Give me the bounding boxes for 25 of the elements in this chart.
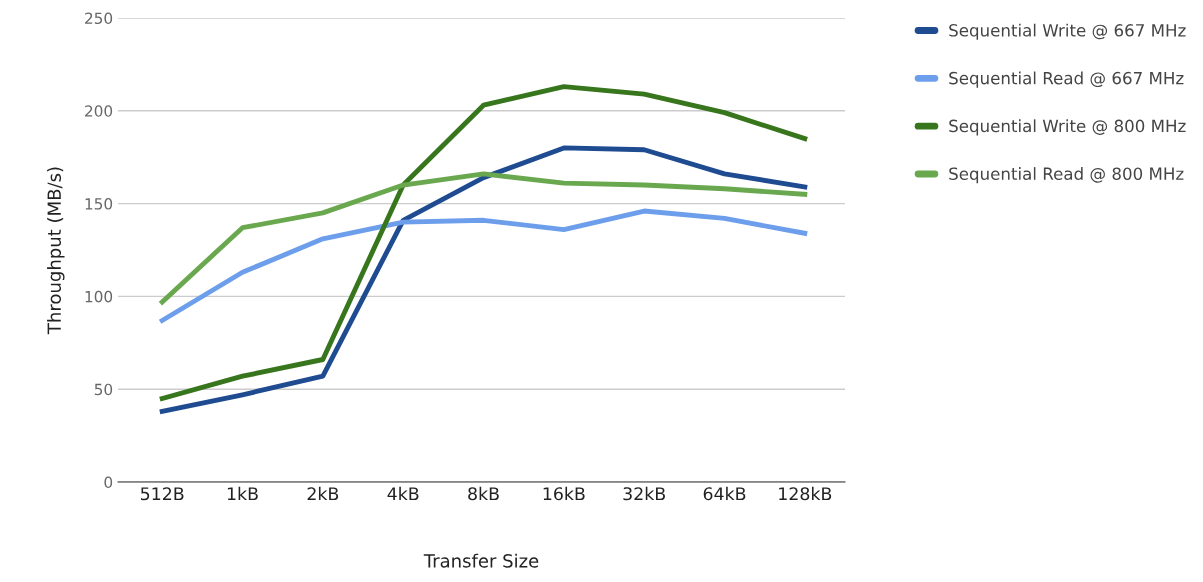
legend-label: Sequential Write @ 667 MHz [949,23,1186,40]
x-tick-label: 64kB [703,486,746,501]
y-tick-label: 250 [85,12,113,25]
x-tick-label: 16kB [543,486,585,501]
y-axis-title: Throughput (MB/s) [47,167,65,335]
y-tick-label: 0 [104,476,113,489]
x-tick-label: 1kB [227,486,258,501]
line-series [159,171,808,305]
x-tick-label: 4kB [387,486,419,501]
x-tick-label: 32kB [623,486,665,501]
legend-label: Sequential Read @ 800 MHz [949,167,1184,184]
line-series [159,145,808,414]
line-series [159,208,808,323]
line-series [159,84,808,401]
y-tick-label: 100 [85,290,113,303]
x-tick-label: 512B [141,487,184,501]
y-tick-label: 200 [85,105,113,117]
y-tick-label: 50 [94,383,113,396]
y-tick-label: 150 [85,198,113,210]
x-axis-title: Transfer Size [423,553,539,568]
x-tick-label: 128kB [779,486,832,501]
legend-label: Sequential Write @ 800 MHz [949,119,1186,136]
x-tick-label: 2kB [307,486,339,501]
x-tick-label: 8kB [468,486,499,501]
legend-label: Sequential Read @ 667 MHz [949,71,1184,88]
